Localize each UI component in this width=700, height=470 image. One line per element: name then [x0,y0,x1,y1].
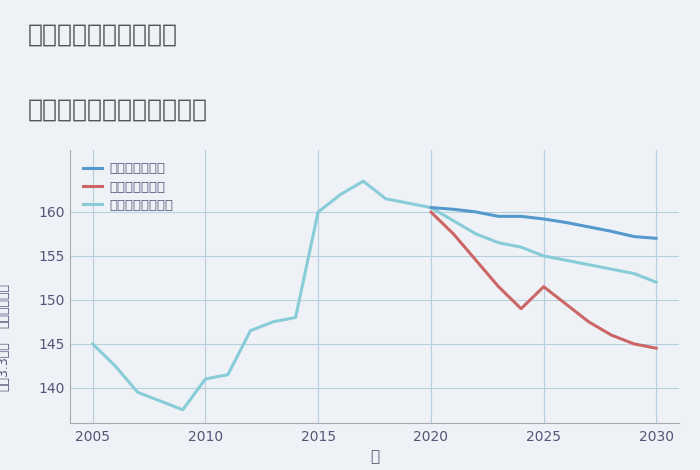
Text: 中古マンションの価格推移: 中古マンションの価格推移 [28,98,208,122]
Text: 兵庫県西宮市上大市の: 兵庫県西宮市上大市の [28,23,178,47]
X-axis label: 年: 年 [370,449,379,464]
Legend: グッドシナリオ, バッドシナリオ, ノーマルシナリオ: グッドシナリオ, バッドシナリオ, ノーマルシナリオ [83,163,173,212]
Text: 平（3.3㎡）: 平（3.3㎡） [0,342,10,392]
Text: 単価（万円）: 単価（万円） [0,283,10,328]
